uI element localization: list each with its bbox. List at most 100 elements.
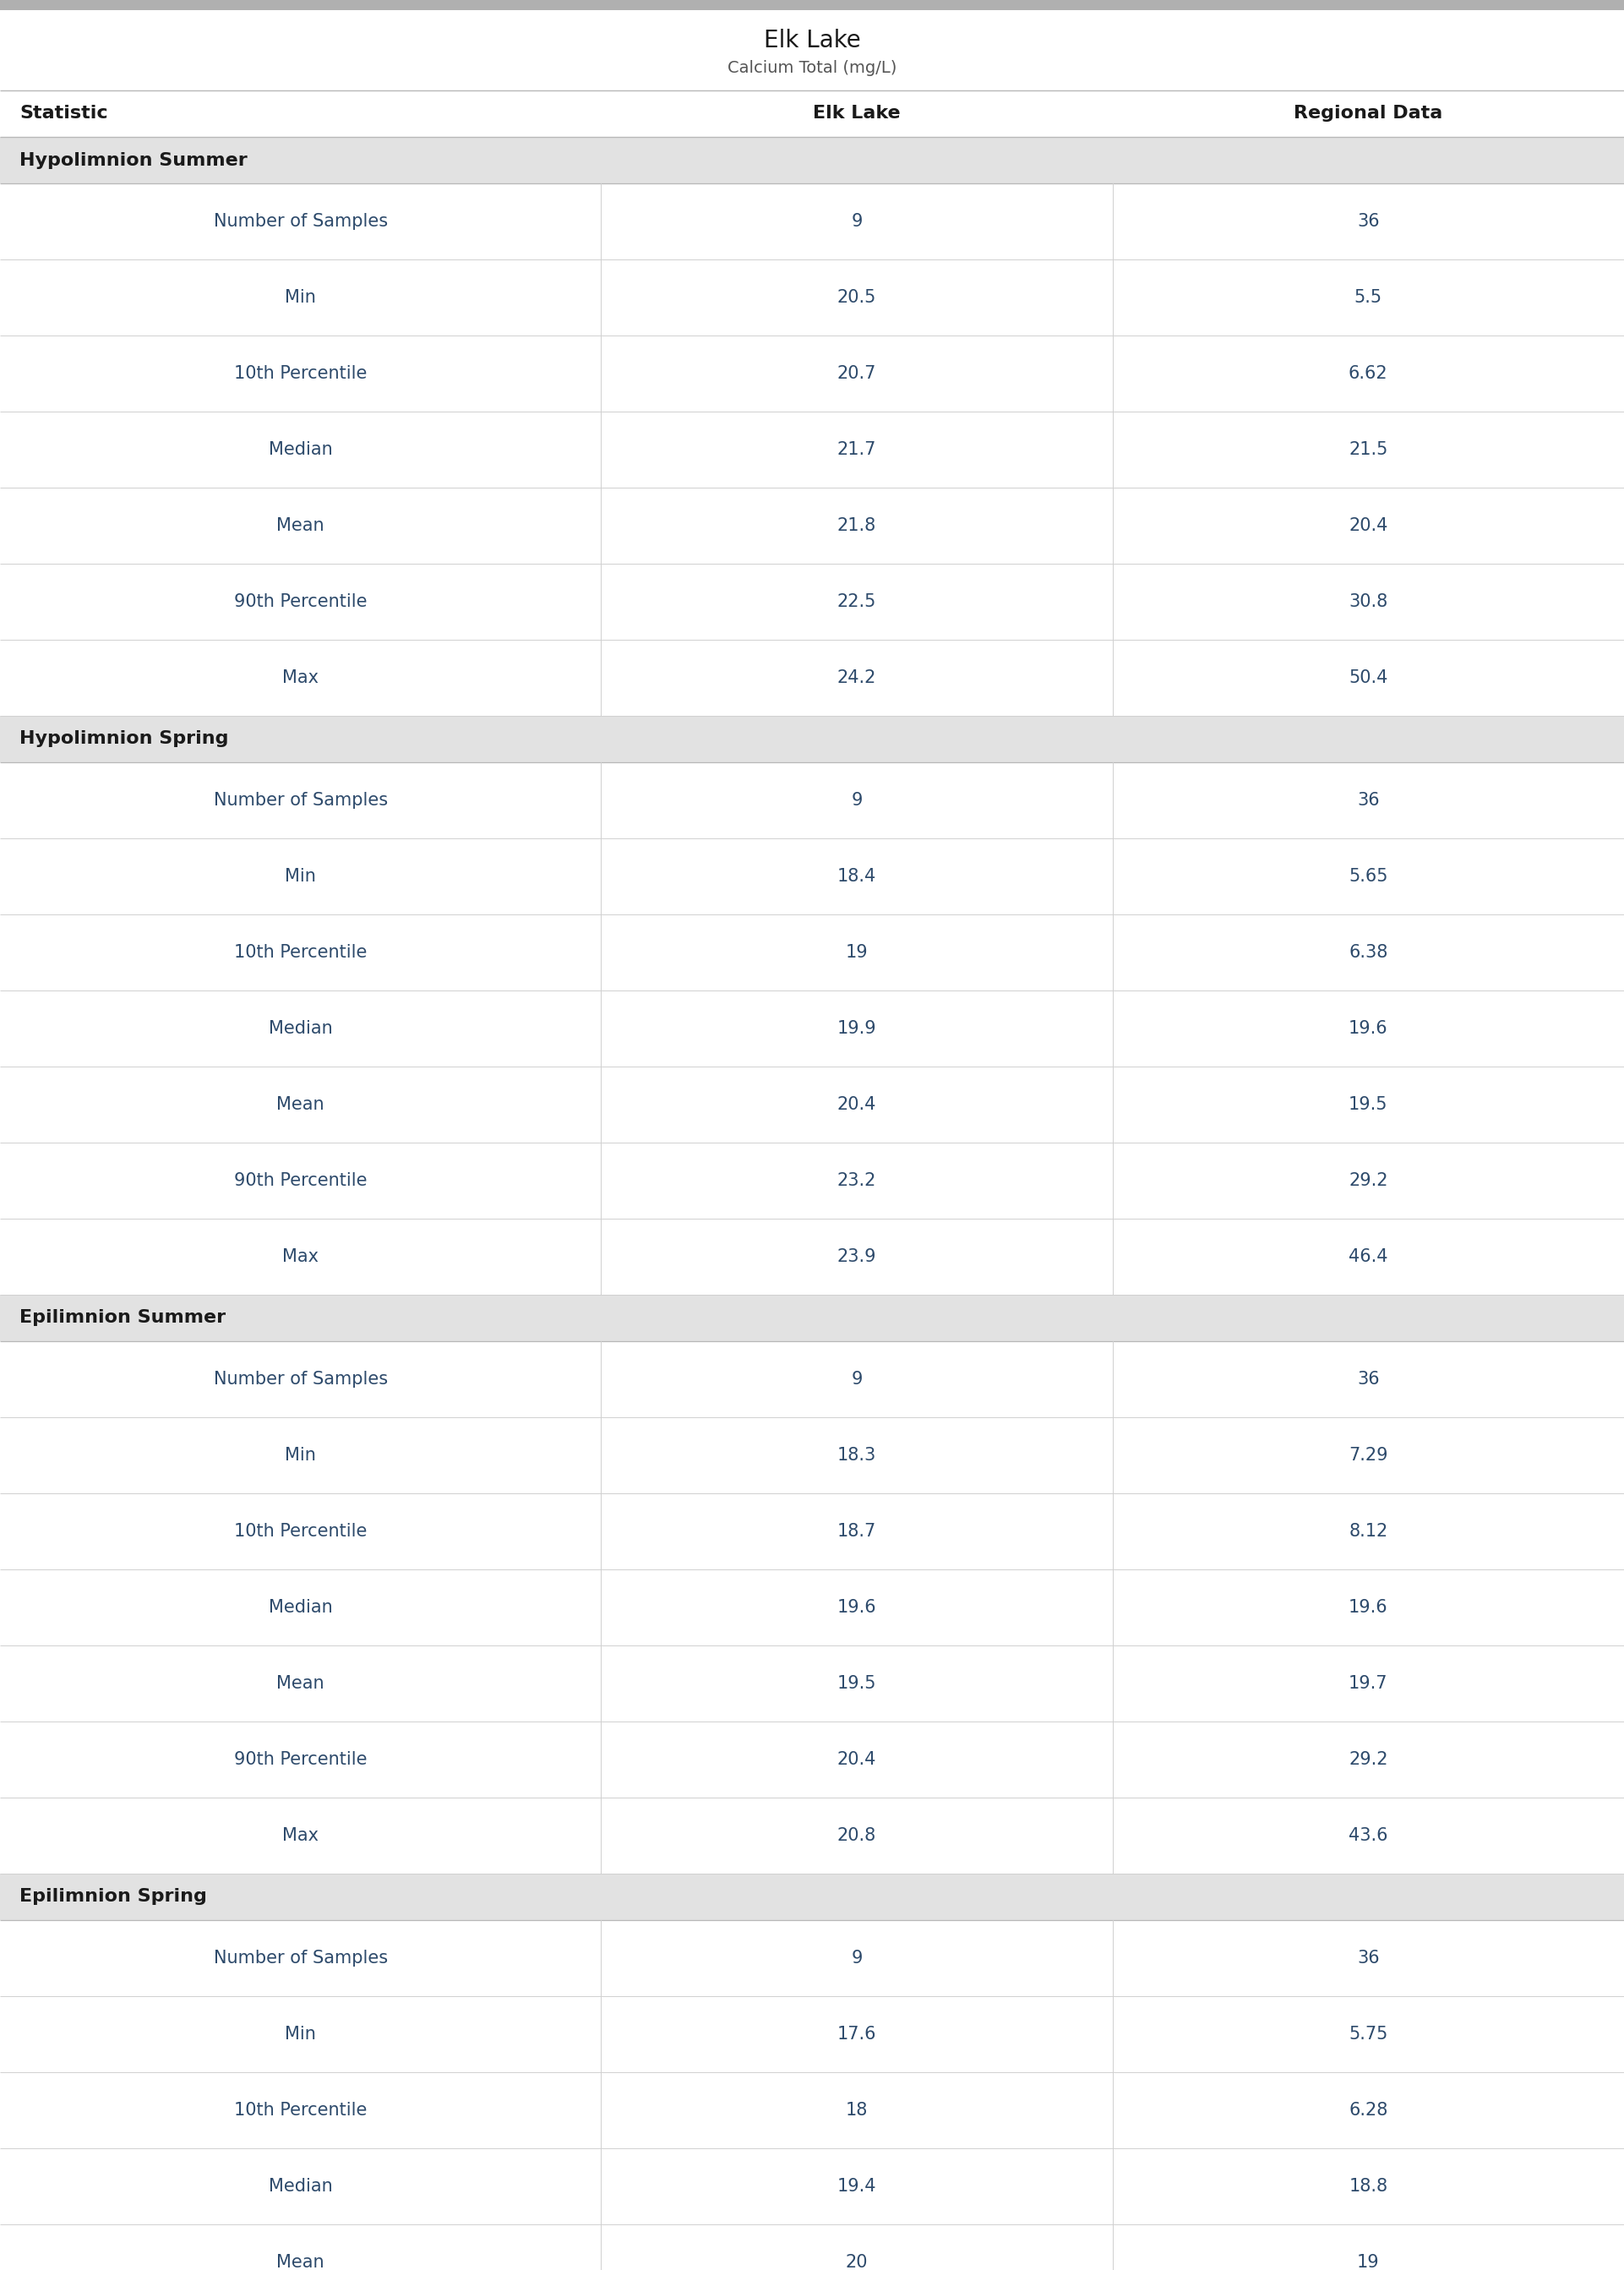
Text: 6.28: 6.28 bbox=[1348, 2102, 1389, 2118]
Text: 19.9: 19.9 bbox=[836, 1019, 877, 1037]
Bar bbox=[0, 1494, 1624, 1569]
Text: Min: Min bbox=[284, 1446, 317, 1464]
Bar bbox=[0, 1142, 1624, 1219]
Bar bbox=[0, 1920, 1624, 1995]
Text: 29.2: 29.2 bbox=[1348, 1750, 1389, 1768]
Text: 19.7: 19.7 bbox=[1348, 1675, 1389, 1691]
Text: Mean: Mean bbox=[276, 1096, 325, 1112]
Text: Max: Max bbox=[283, 670, 318, 686]
Bar bbox=[0, 2073, 1624, 2147]
Bar bbox=[0, 1873, 1624, 1920]
Bar bbox=[0, 640, 1624, 715]
Text: Epilimnion Spring: Epilimnion Spring bbox=[19, 1889, 206, 1905]
Text: 21.8: 21.8 bbox=[836, 518, 877, 533]
Text: 18: 18 bbox=[846, 2102, 867, 2118]
Bar bbox=[0, 915, 1624, 990]
Text: Min: Min bbox=[284, 867, 317, 885]
Bar bbox=[0, 1569, 1624, 1646]
Bar bbox=[0, 488, 1624, 563]
Text: 8.12: 8.12 bbox=[1348, 1523, 1389, 1539]
Text: 21.5: 21.5 bbox=[1348, 440, 1389, 459]
Bar bbox=[0, 1342, 1624, 1416]
Bar bbox=[0, 91, 1624, 136]
Text: 90th Percentile: 90th Percentile bbox=[234, 592, 367, 611]
Text: 5.5: 5.5 bbox=[1354, 288, 1382, 306]
Text: 18.4: 18.4 bbox=[836, 867, 877, 885]
Bar bbox=[0, 1219, 1624, 1294]
Text: 50.4: 50.4 bbox=[1348, 670, 1389, 686]
Text: 19: 19 bbox=[846, 944, 867, 960]
Text: 20.5: 20.5 bbox=[836, 288, 877, 306]
Text: 20.4: 20.4 bbox=[836, 1750, 877, 1768]
Text: 36: 36 bbox=[1358, 1371, 1379, 1387]
Bar bbox=[0, 763, 1624, 838]
Text: Number of Samples: Number of Samples bbox=[213, 1371, 388, 1387]
Text: 9: 9 bbox=[851, 213, 862, 229]
Bar bbox=[0, 563, 1624, 640]
Text: 19.5: 19.5 bbox=[1348, 1096, 1389, 1112]
Bar bbox=[0, 715, 1624, 763]
Text: Min: Min bbox=[284, 2025, 317, 2043]
Text: 19.6: 19.6 bbox=[1348, 1598, 1389, 1616]
Bar bbox=[0, 136, 1624, 184]
Bar bbox=[0, 2147, 1624, 2225]
Text: 23.9: 23.9 bbox=[836, 1249, 877, 1264]
Text: 21.7: 21.7 bbox=[836, 440, 877, 459]
Text: Number of Samples: Number of Samples bbox=[213, 792, 388, 808]
Text: 7.29: 7.29 bbox=[1348, 1446, 1389, 1464]
Text: Mean: Mean bbox=[276, 2254, 325, 2270]
Bar bbox=[0, 990, 1624, 1067]
Text: 36: 36 bbox=[1358, 1950, 1379, 1966]
Text: 90th Percentile: 90th Percentile bbox=[234, 1750, 367, 1768]
Text: 23.2: 23.2 bbox=[836, 1171, 877, 1189]
Text: Number of Samples: Number of Samples bbox=[213, 1950, 388, 1966]
Text: Mean: Mean bbox=[276, 518, 325, 533]
Bar bbox=[0, 838, 1624, 915]
Bar bbox=[0, 259, 1624, 336]
Text: Median: Median bbox=[268, 1019, 333, 1037]
Bar bbox=[0, 184, 1624, 259]
Text: 10th Percentile: 10th Percentile bbox=[234, 944, 367, 960]
Text: 9: 9 bbox=[851, 792, 862, 808]
Text: 5.65: 5.65 bbox=[1348, 867, 1389, 885]
Text: 19.6: 19.6 bbox=[1348, 1019, 1389, 1037]
Text: 10th Percentile: 10th Percentile bbox=[234, 2102, 367, 2118]
Text: 18.7: 18.7 bbox=[836, 1523, 877, 1539]
Text: 19: 19 bbox=[1358, 2254, 1379, 2270]
Text: 5.75: 5.75 bbox=[1348, 2025, 1389, 2043]
Text: 9: 9 bbox=[851, 1371, 862, 1387]
Bar bbox=[0, 1416, 1624, 1494]
Bar bbox=[0, 1721, 1624, 1798]
Text: 19.5: 19.5 bbox=[836, 1675, 877, 1691]
Text: Elk Lake: Elk Lake bbox=[814, 104, 900, 123]
Bar bbox=[0, 2225, 1624, 2270]
Bar bbox=[0, 1995, 1624, 2073]
Text: 6.38: 6.38 bbox=[1348, 944, 1389, 960]
Text: Calcium Total (mg/L): Calcium Total (mg/L) bbox=[728, 59, 896, 75]
Text: 46.4: 46.4 bbox=[1348, 1249, 1389, 1264]
Text: 17.6: 17.6 bbox=[836, 2025, 877, 2043]
Text: 43.6: 43.6 bbox=[1348, 1827, 1389, 1843]
Text: 18.8: 18.8 bbox=[1350, 2177, 1387, 2195]
Text: 19.6: 19.6 bbox=[836, 1598, 877, 1616]
Text: Median: Median bbox=[268, 1598, 333, 1616]
Text: 9: 9 bbox=[851, 1950, 862, 1966]
Text: 20: 20 bbox=[846, 2254, 867, 2270]
Text: Number of Samples: Number of Samples bbox=[213, 213, 388, 229]
Text: 20.4: 20.4 bbox=[836, 1096, 877, 1112]
Text: 18.3: 18.3 bbox=[836, 1446, 877, 1464]
Text: 10th Percentile: 10th Percentile bbox=[234, 1523, 367, 1539]
Text: Regional Data: Regional Data bbox=[1294, 104, 1442, 123]
Text: Mean: Mean bbox=[276, 1675, 325, 1691]
Text: Max: Max bbox=[283, 1827, 318, 1843]
Text: 30.8: 30.8 bbox=[1348, 592, 1389, 611]
Text: 20.7: 20.7 bbox=[836, 365, 877, 381]
Text: Elk Lake: Elk Lake bbox=[763, 30, 861, 52]
Text: Min: Min bbox=[284, 288, 317, 306]
Text: 24.2: 24.2 bbox=[836, 670, 877, 686]
Bar bbox=[0, 1646, 1624, 1721]
Text: Max: Max bbox=[283, 1249, 318, 1264]
Bar bbox=[0, 1798, 1624, 1873]
Text: 36: 36 bbox=[1358, 213, 1379, 229]
Bar bbox=[0, 1294, 1624, 1342]
